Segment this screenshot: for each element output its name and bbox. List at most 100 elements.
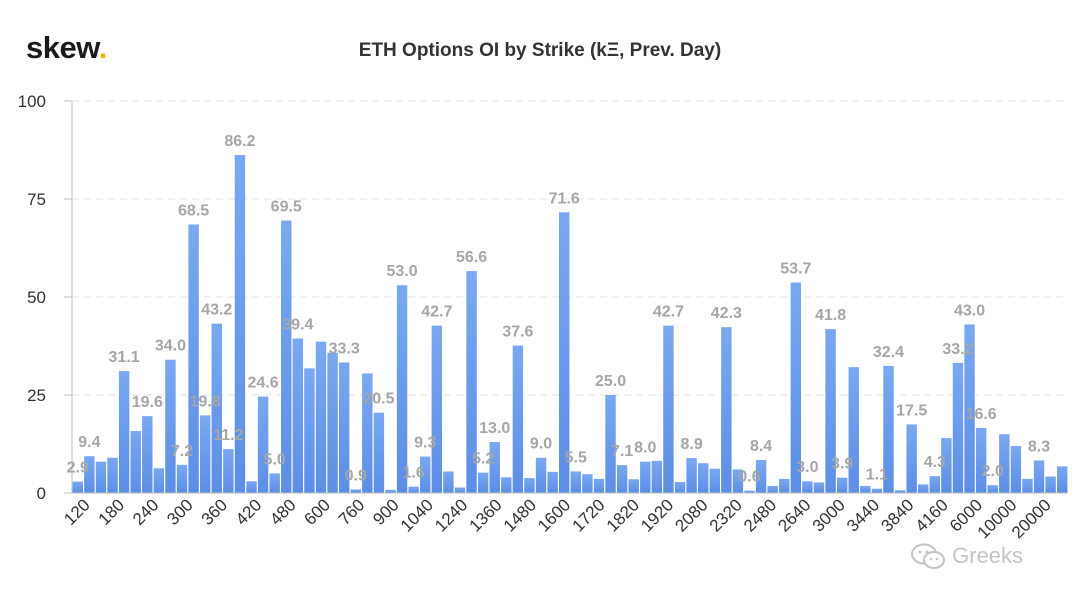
watermark: Greeks (910, 542, 1023, 572)
data-label: 53.0 (386, 263, 417, 280)
bar (211, 323, 222, 493)
data-label: 24.6 (248, 375, 279, 392)
bar (327, 352, 338, 493)
bar (1056, 466, 1068, 493)
bar (732, 469, 744, 493)
data-label: 43.0 (954, 302, 985, 319)
bar (952, 362, 964, 493)
bar (304, 368, 315, 493)
x-tick-label: 1360 (466, 495, 506, 535)
bar (130, 431, 141, 493)
bar (107, 457, 118, 493)
data-label: 2.9 (67, 460, 89, 477)
x-tick-label: 300 (163, 495, 196, 528)
data-label: 33.2 (942, 341, 973, 358)
bar (199, 415, 211, 493)
x-tick-label: 1480 (500, 495, 540, 535)
bar (651, 460, 663, 493)
data-label: 16.6 (966, 406, 997, 423)
bar (941, 438, 952, 493)
skew-logo: skew. (26, 30, 107, 66)
bar (281, 220, 292, 493)
bar (1010, 445, 1022, 493)
bar (118, 371, 130, 493)
wechat-icon (911, 543, 945, 569)
bar (454, 487, 466, 493)
x-tick-label: 1920 (637, 495, 677, 535)
bar (593, 478, 605, 493)
bar (825, 329, 836, 493)
data-label: 86.2 (224, 133, 255, 150)
bar (396, 285, 408, 493)
x-tick-label: 240 (129, 495, 162, 528)
bar (871, 488, 883, 493)
bar (964, 324, 975, 493)
bar (443, 471, 454, 493)
x-tick-label: 1040 (397, 495, 437, 535)
bar (744, 490, 755, 493)
bar (362, 373, 373, 493)
bar (350, 489, 361, 493)
y-tick-label: 75 (27, 190, 46, 209)
bar (790, 282, 802, 493)
bar (674, 482, 686, 493)
data-label: 1.6 (403, 465, 425, 482)
bar (223, 449, 234, 493)
bar (860, 485, 871, 493)
data-label: 8.9 (680, 436, 702, 453)
bar (721, 327, 732, 493)
bar (848, 367, 859, 493)
x-tick-label: 20000 (1008, 495, 1055, 542)
x-tick-label: 480 (266, 495, 299, 528)
bar (153, 468, 165, 493)
bar (605, 395, 616, 493)
bar (686, 458, 697, 493)
data-label: 41.8 (815, 307, 846, 324)
data-label: 5.5 (565, 449, 587, 466)
data-label: 53.7 (780, 260, 811, 277)
x-tick-label: 3000 (809, 495, 849, 535)
bar (767, 485, 778, 493)
data-label: 0.6 (738, 469, 760, 486)
bar (234, 155, 246, 493)
data-label: 7.1 (611, 443, 633, 460)
data-label: 37.6 (502, 324, 533, 341)
data-label: 9.0 (530, 436, 552, 453)
data-label: 43.2 (201, 302, 232, 319)
bar (755, 460, 767, 493)
data-label: 20.5 (363, 391, 394, 408)
data-label: 69.5 (271, 199, 302, 216)
x-axis: 120 180 240 300 360 420 480 600 760 9001040124013… (60, 495, 1054, 542)
y-tick-label: 25 (27, 386, 46, 405)
x-tick-label: 360 (198, 495, 231, 528)
x-tick-label: 2320 (706, 495, 746, 535)
x-tick-label: 180 (95, 495, 128, 528)
data-labels: 2.9 9.4 31.1 19.6 34.0 7.2 68.5 19.8 43.2 11.2 86.… (67, 133, 1051, 486)
data-label: 17.5 (896, 402, 927, 419)
bar (802, 481, 813, 493)
bar (558, 212, 570, 493)
x-tick-label: 2480 (740, 495, 780, 535)
x-tick-label: 420 (232, 495, 265, 528)
watermark-text: Greeks (952, 542, 1024, 568)
bar (906, 424, 917, 493)
bar (431, 325, 443, 493)
data-label: 1.1 (866, 467, 888, 484)
x-tick-label: 3840 (877, 495, 917, 535)
logo-text: skew (26, 30, 99, 65)
x-tick-label: 760 (335, 495, 368, 528)
data-label: 39.4 (282, 317, 313, 334)
data-label: 8.0 (634, 440, 656, 457)
bar (489, 442, 500, 493)
bar (84, 456, 95, 493)
bar (697, 463, 709, 493)
data-label: 9.3 (414, 435, 436, 452)
bar (1045, 476, 1056, 493)
data-label: 71.6 (549, 190, 580, 207)
bar (1033, 460, 1045, 493)
data-label: 7.2 (171, 443, 193, 460)
data-label: 32.4 (873, 344, 904, 361)
bar (663, 325, 674, 493)
data-label: 8.4 (750, 438, 772, 455)
x-tick-label: 1720 (568, 495, 608, 535)
